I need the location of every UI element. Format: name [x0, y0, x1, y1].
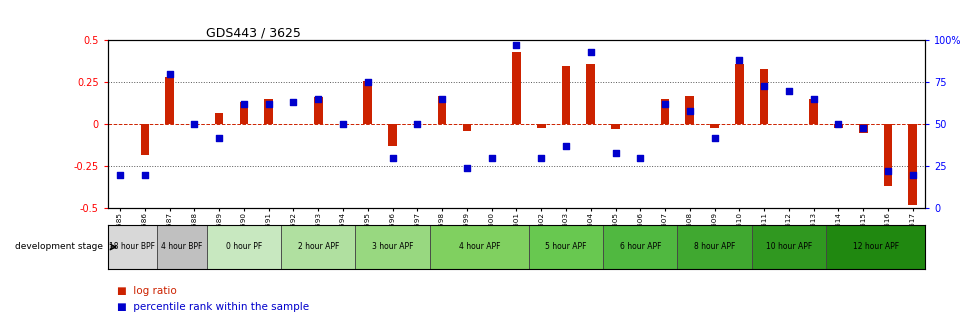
- Bar: [602, 225, 677, 269]
- Point: [607, 150, 623, 156]
- Point: [731, 58, 746, 63]
- Bar: [141, 124, 149, 155]
- Point: [805, 96, 821, 102]
- Point: [384, 155, 400, 161]
- Text: 3 hour APF: 3 hour APF: [372, 243, 413, 251]
- Bar: [536, 124, 545, 128]
- Point: [829, 122, 845, 127]
- Point: [632, 155, 647, 161]
- Point: [137, 172, 153, 177]
- Point: [260, 101, 276, 107]
- Point: [557, 143, 573, 149]
- Point: [582, 49, 598, 55]
- Point: [409, 122, 424, 127]
- Text: 8 hour APF: 8 hour APF: [693, 243, 734, 251]
- Text: 4 hour BPF: 4 hour BPF: [161, 243, 202, 251]
- Bar: [388, 124, 396, 146]
- Bar: [314, 97, 323, 124]
- Bar: [610, 124, 619, 129]
- Point: [904, 172, 919, 177]
- Point: [236, 101, 251, 107]
- Bar: [355, 225, 429, 269]
- Bar: [281, 225, 355, 269]
- Bar: [108, 225, 157, 269]
- Bar: [561, 66, 570, 124]
- Text: 4 hour APF: 4 hour APF: [458, 243, 500, 251]
- Bar: [759, 69, 768, 124]
- Bar: [363, 81, 372, 124]
- Bar: [437, 96, 446, 124]
- Point: [879, 169, 895, 174]
- Bar: [264, 99, 273, 124]
- Text: 0 hour PF: 0 hour PF: [226, 243, 262, 251]
- Point: [656, 101, 672, 107]
- Bar: [165, 77, 174, 124]
- Text: 5 hour APF: 5 hour APF: [545, 243, 586, 251]
- Point: [780, 88, 796, 93]
- Text: 12 hour APF: 12 hour APF: [852, 243, 898, 251]
- Point: [756, 83, 772, 88]
- Bar: [206, 225, 281, 269]
- Point: [434, 96, 450, 102]
- Bar: [858, 124, 867, 133]
- Text: ■  log ratio: ■ log ratio: [117, 286, 177, 296]
- Point: [509, 43, 524, 48]
- Text: 18 hour BPF: 18 hour BPF: [110, 243, 156, 251]
- Bar: [751, 225, 825, 269]
- Point: [706, 135, 722, 140]
- Point: [483, 155, 499, 161]
- Bar: [825, 225, 924, 269]
- Bar: [809, 99, 818, 124]
- Text: 2 hour APF: 2 hour APF: [297, 243, 338, 251]
- Bar: [462, 124, 470, 131]
- Text: GDS443 / 3625: GDS443 / 3625: [205, 26, 300, 39]
- Text: development stage: development stage: [15, 243, 103, 251]
- Point: [459, 165, 474, 171]
- Text: 10 hour APF: 10 hour APF: [765, 243, 811, 251]
- Point: [187, 122, 202, 127]
- Point: [360, 80, 376, 85]
- Point: [682, 108, 697, 114]
- Bar: [833, 124, 842, 128]
- Point: [211, 135, 227, 140]
- Bar: [214, 113, 223, 124]
- Bar: [660, 99, 669, 124]
- Point: [161, 71, 177, 77]
- Bar: [734, 64, 743, 124]
- Bar: [157, 225, 206, 269]
- Bar: [908, 124, 916, 205]
- Point: [855, 125, 870, 130]
- Bar: [883, 124, 891, 186]
- Point: [310, 96, 326, 102]
- Bar: [511, 52, 520, 124]
- Bar: [528, 225, 602, 269]
- Bar: [709, 124, 718, 128]
- Bar: [429, 225, 528, 269]
- Text: 6 hour APF: 6 hour APF: [619, 243, 660, 251]
- Point: [533, 155, 549, 161]
- Bar: [240, 102, 248, 124]
- Point: [286, 100, 301, 105]
- Bar: [586, 64, 595, 124]
- Text: ■  percentile rank within the sample: ■ percentile rank within the sample: [117, 302, 309, 312]
- Point: [334, 122, 350, 127]
- Bar: [677, 225, 751, 269]
- Bar: [685, 96, 693, 124]
- Point: [112, 172, 128, 177]
